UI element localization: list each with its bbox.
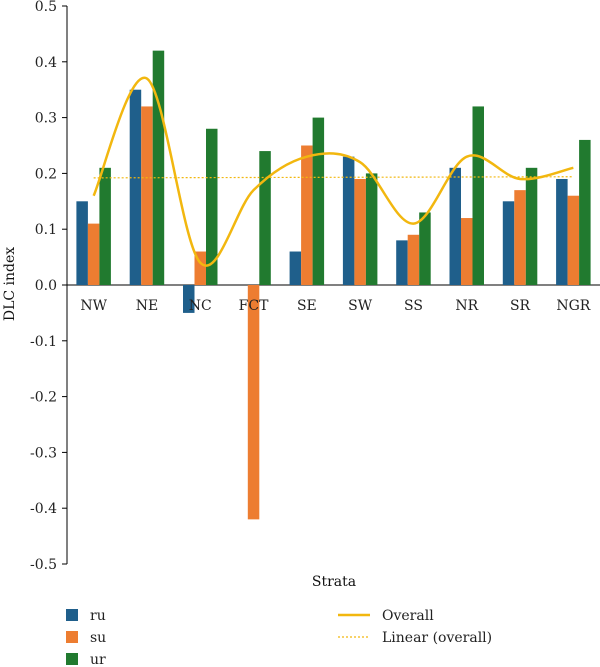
- y-tick-label: 0.4: [35, 55, 57, 71]
- bar-ur-nr: [472, 106, 484, 285]
- bars-layer: [76, 50, 591, 520]
- bar-su-ngr: [567, 195, 580, 285]
- bar-ur-nc: [206, 128, 218, 285]
- bar-su-sw: [354, 178, 366, 285]
- x-tick-label-nr: NR: [455, 298, 478, 314]
- bar-ur-ss: [419, 212, 431, 285]
- bar-su-se: [301, 145, 313, 285]
- bar-ur-ne: [152, 50, 165, 285]
- bar-ur-ngr: [579, 139, 591, 285]
- legend: ru su ur Overall Linear (overall): [66, 608, 492, 667]
- bar-su-fct: [247, 285, 260, 520]
- legend-label-trend: Linear (overall): [382, 630, 492, 646]
- bar-ur-sr: [525, 167, 538, 285]
- legend-label-ru: ru: [90, 608, 106, 624]
- bar-ru-se: [289, 251, 302, 285]
- y-tick-label: 0.0: [35, 278, 57, 294]
- y-tick-label: -0.3: [30, 445, 57, 461]
- bar-su-nr: [461, 218, 473, 285]
- bar-ur-se: [312, 117, 325, 285]
- linear-trend-line: [93, 176, 574, 179]
- bar-ru-nr: [449, 167, 461, 285]
- y-tick-label: 0.2: [35, 166, 57, 182]
- x-tick-label-nw: NW: [80, 298, 107, 314]
- bar-su-ss: [407, 234, 420, 285]
- x-tick-label-sr: SR: [510, 298, 531, 314]
- legend-swatch-ur: [66, 653, 78, 665]
- bar-su-sr: [514, 190, 526, 285]
- legend-label-overall: Overall: [382, 608, 434, 624]
- y-tick-label: 0.3: [35, 111, 57, 127]
- overall-line: [92, 76, 574, 267]
- bar-ru-ne: [129, 89, 142, 285]
- x-tick-label-sw: SW: [348, 298, 373, 314]
- x-tick-label-nc: NC: [189, 298, 212, 314]
- x-tick-label-ngr: NGR: [556, 298, 590, 314]
- x-tick-label-fct: FCT: [239, 298, 269, 314]
- legend-label-ur: ur: [90, 652, 106, 667]
- y-tick-label: 0.1: [35, 222, 57, 238]
- x-tick-label-ne: NE: [136, 298, 158, 314]
- bar-su-nc: [194, 251, 206, 285]
- x-tick-label-se: SE: [297, 298, 317, 314]
- bar-ur-sw: [365, 173, 378, 285]
- y-tick-label: 0.5: [35, 0, 57, 15]
- legend-swatch-ru: [66, 609, 78, 621]
- legend-swatch-su: [66, 631, 78, 643]
- bar-su-nw: [87, 223, 100, 285]
- bar-ru-nc: [183, 285, 195, 313]
- bar-ur-fct: [259, 151, 271, 285]
- y-tick-label: -0.4: [30, 501, 57, 517]
- lines-layer: [92, 76, 574, 267]
- x-tick-label-ss: SS: [404, 298, 423, 314]
- y-tick-label: -0.1: [30, 334, 57, 350]
- y-tick-label: -0.5: [30, 557, 57, 573]
- y-tick-label: -0.2: [30, 390, 57, 406]
- bar-su-ne: [141, 106, 153, 285]
- labels-layer: -0.5 -0.4 -0.3 -0.2 -0.1 0.0 0.1 0.2 0.3 0.4 0.5 NW…: [30, 0, 591, 573]
- y-axis-title: DLC index: [2, 247, 18, 321]
- bar-ru-nw: [76, 201, 88, 285]
- bar-ru-ngr: [556, 178, 568, 285]
- bar-ru-sr: [502, 201, 515, 285]
- bar-ru-sw: [342, 156, 355, 285]
- bar-ur-nw: [99, 167, 111, 285]
- x-axis-title: Strata: [312, 574, 356, 590]
- bar-ru-ss: [396, 240, 408, 285]
- legend-label-su: su: [90, 630, 106, 646]
